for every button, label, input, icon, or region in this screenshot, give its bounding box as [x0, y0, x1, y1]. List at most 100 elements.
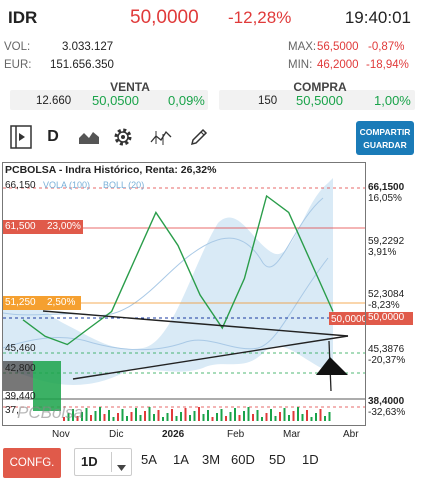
watermark: PCBolsa: [17, 403, 84, 422]
volatility-band: [3, 178, 333, 385]
right-label-45387: 45,3876: [368, 344, 405, 355]
indicators-icon[interactable]: [148, 124, 174, 150]
volume-bar: [216, 413, 218, 421]
label-66150: 66,150: [5, 180, 36, 191]
volume-bar: [279, 412, 281, 421]
volume-bar: [198, 407, 200, 421]
volume-bar: [310, 417, 313, 421]
x-label-dic: Dic: [109, 429, 124, 440]
volume-bar: [202, 414, 205, 421]
share-save-button[interactable]: COMPARTIR GUARDAR: [356, 121, 414, 155]
volume-bar: [211, 417, 214, 421]
buy-pct: 1,00%: [374, 93, 411, 108]
right-label-66150: 66,1500: [368, 182, 405, 193]
right-pct-3263: -32,63%: [368, 407, 406, 418]
volume-bar: [67, 413, 70, 421]
volume-bar: [256, 410, 259, 421]
chart-mode-button[interactable]: D: [47, 128, 59, 145]
period-3m[interactable]: 3M: [202, 452, 221, 467]
volume-bar: [292, 411, 295, 421]
area-chart-icon[interactable]: [76, 124, 102, 150]
right-pct-1605: 16,05%: [368, 193, 402, 204]
label-51250: 51,250: [5, 297, 36, 308]
buy-box: [219, 90, 415, 110]
volume-bar: [319, 409, 322, 421]
volume-bar: [252, 414, 254, 421]
label-2-5pct: 2,50%: [47, 297, 76, 308]
period-1a[interactable]: 1A: [173, 452, 189, 467]
price-change: -12,28%: [228, 8, 292, 27]
min-value: 46,2000: [317, 59, 359, 71]
period-1d[interactable]: 1D: [302, 452, 319, 467]
volume-bar: [274, 416, 277, 421]
trendline-upper: [42, 310, 349, 337]
volume-bar: [184, 408, 187, 421]
label-39440: 39,440: [5, 391, 36, 402]
clock: 19:40:01: [344, 8, 411, 27]
volume-bar: [76, 416, 79, 421]
volume-bar: [130, 412, 133, 421]
max-value: 56,5000: [317, 41, 359, 53]
price-tag-51250: [3, 296, 81, 310]
label-45460: 45,460: [5, 343, 36, 354]
label-61500: 61,500: [5, 221, 36, 232]
volume-bar: [328, 412, 331, 421]
volume-bar: [243, 411, 245, 421]
config-button[interactable]: CONFG.: [3, 448, 61, 478]
volume-bars: [63, 407, 331, 421]
sell-label: VENTA: [110, 80, 150, 94]
volume-bar: [153, 414, 155, 421]
period-5a[interactable]: 5A: [141, 452, 157, 467]
volume-bar: [139, 415, 142, 421]
pencil-icon[interactable]: [186, 124, 212, 150]
volume-bar: [85, 408, 88, 421]
min-pct: -18,94%: [366, 59, 409, 71]
buy-label: COMPRA: [293, 80, 347, 94]
price-tag-current: [329, 312, 365, 325]
sell-box: [10, 90, 208, 110]
buy-price[interactable]: 50,5000: [296, 93, 343, 108]
right-label-52308: 52,3084: [368, 289, 405, 300]
gear-icon[interactable]: [110, 124, 136, 150]
price-tag-61500: [3, 220, 83, 234]
volume-bar: [112, 417, 115, 421]
volume-bar: [72, 409, 74, 421]
max-label: MAX:: [288, 41, 317, 53]
volume-bar: [297, 407, 299, 421]
eur-label: EUR:: [4, 59, 32, 71]
right-pct-391: 3,91%: [368, 247, 397, 258]
volume-bar: [171, 409, 173, 421]
volume-bar: [157, 410, 160, 421]
volume-bar: [103, 414, 106, 421]
panel-toggle-icon[interactable]: [8, 124, 34, 150]
label-42800: 42,800: [5, 363, 36, 374]
volume-bar: [144, 411, 146, 421]
volume-bar: [229, 412, 232, 421]
interval-select[interactable]: 1D: [74, 448, 132, 476]
right-label-38400: 38,4000: [368, 396, 405, 407]
x-label-abr: Abr: [343, 429, 359, 440]
volume-bar: [306, 410, 308, 421]
sell-qty: 12.660: [36, 95, 72, 107]
save-label: GUARDAR: [363, 140, 407, 150]
price-chart[interactable]: PCBOLSA - Indra Histórico, Renta: 26,32%…: [2, 162, 366, 426]
label-23pct: 23,00%: [47, 221, 81, 232]
chart-canvas: [3, 178, 365, 421]
x-label-2026: 2026: [162, 429, 185, 440]
share-label: COMPARTIR: [359, 127, 411, 137]
period-60d[interactable]: 60D: [231, 452, 255, 467]
volume-bar: [81, 412, 83, 421]
x-label-mar: Mar: [283, 429, 301, 440]
period-5d[interactable]: 5D: [269, 452, 286, 467]
volume-bar: [148, 407, 151, 421]
volume-block-dark: [3, 361, 33, 391]
volume-bar: [261, 417, 263, 421]
sell-price[interactable]: 50,0500: [92, 93, 139, 108]
volume-bar: [247, 407, 250, 421]
volume-bar: [207, 410, 209, 421]
vol-value: 3.033.127: [62, 41, 114, 53]
eur-value: 151.656.350: [50, 59, 114, 71]
right-pct-2037: -20,37%: [368, 355, 406, 366]
trendline-lower: [72, 335, 349, 380]
volume-block-left: [33, 361, 61, 411]
